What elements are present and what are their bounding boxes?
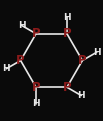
Text: P: P [63, 27, 71, 40]
Text: H: H [93, 48, 101, 57]
Text: P: P [32, 81, 40, 94]
Text: P: P [16, 54, 25, 67]
Text: P: P [63, 81, 71, 94]
Text: P: P [78, 54, 87, 67]
Text: H: H [32, 99, 40, 108]
Text: H: H [18, 21, 26, 30]
Text: H: H [63, 13, 71, 22]
Text: H: H [77, 91, 85, 100]
Text: H: H [2, 64, 10, 73]
Text: P: P [32, 27, 40, 40]
